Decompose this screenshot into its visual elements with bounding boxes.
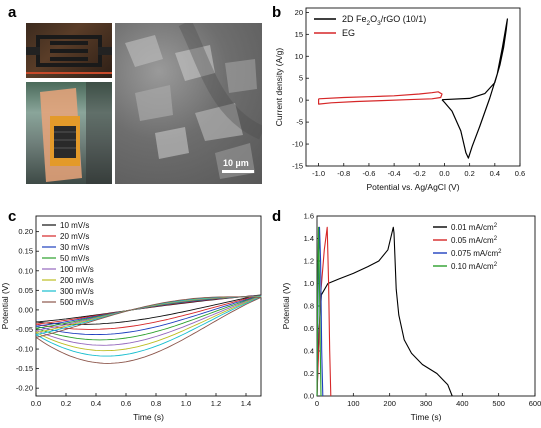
x-tick-label-b: -0.4 [388, 169, 401, 178]
y-tick-label-c: 0.05 [18, 286, 33, 295]
y-axis-title-d: Potential (V) [281, 282, 291, 329]
y-tick-label-d: 0.0 [304, 392, 314, 401]
y-tick-label-d: 0.6 [304, 324, 314, 333]
y-tick-label-c: 0.20 [18, 227, 33, 236]
series-line-b-0 [441, 18, 508, 159]
y-tick-label-d: 1.6 [304, 212, 314, 221]
x-axis-title-d: Time (s) [411, 412, 442, 422]
x-tick-label-c: 0.4 [91, 399, 101, 408]
y-tick-label-b: 0 [299, 96, 303, 105]
legend-label-c-0: 10 mV/s [60, 221, 89, 230]
legend-label-c-6: 300 mV/s [60, 287, 94, 296]
x-tick-label-b: 0.2 [464, 169, 474, 178]
sem-flakes [125, 23, 262, 179]
y-tick-label-d: 1.2 [304, 257, 314, 266]
x-tick-label-d: 100 [347, 399, 360, 408]
y-tick-label-b: -5 [296, 118, 303, 127]
y-tick-label-c: 0.15 [18, 247, 33, 256]
y-tick-label-b: 10 [295, 52, 303, 61]
x-tick-label-d: 0 [315, 399, 319, 408]
x-tick-label-c: 0.8 [151, 399, 161, 408]
x-tick-label-d: 200 [383, 399, 396, 408]
x-tick-label-b: 0.6 [515, 169, 525, 178]
y-tick-label-b: 20 [295, 8, 303, 17]
electrode-pattern-top [26, 35, 112, 74]
sem-image [115, 23, 262, 184]
scale-bar [222, 170, 254, 173]
legend-label-c-5: 200 mV/s [60, 276, 94, 285]
x-tick-label-b: -1.0 [312, 169, 325, 178]
x-tick-label-c: 0.0 [31, 399, 41, 408]
y-tick-label-c: 0.00 [18, 305, 33, 314]
legend-label-d-3: 0.10 mA/cm2 [451, 262, 498, 271]
y-axis-title-b: Current density (A/g) [274, 48, 284, 127]
x-tick-label-b: -0.8 [337, 169, 350, 178]
series-line-c-6 [35, 296, 262, 357]
series-line-c-7 [35, 296, 262, 364]
y-tick-label-b: -10 [292, 140, 303, 149]
y-axis-title-c: Potential (V) [0, 282, 10, 329]
legend-label-c-7: 500 mV/s [60, 298, 94, 307]
x-tick-label-c: 0.6 [121, 399, 131, 408]
x-tick-label-c: 1.0 [181, 399, 191, 408]
x-tick-label-d: 600 [529, 399, 541, 408]
legend-label-c-4: 100 mV/s [60, 265, 94, 274]
y-tick-label-d: 0.2 [304, 369, 314, 378]
y-tick-label-d: 0.4 [304, 347, 314, 356]
x-tick-label-d: 500 [492, 399, 505, 408]
y-tick-label-c: -0.20 [16, 384, 33, 393]
y-tick-label-b: 15 [295, 30, 303, 39]
panel-label-d: d [272, 208, 282, 225]
y-tick-label-c: -0.15 [16, 364, 33, 373]
legend-label-c-2: 30 mV/s [60, 243, 89, 252]
x-tick-label-b: -0.2 [413, 169, 426, 178]
x-tick-label-c: 1.4 [241, 399, 251, 408]
x-tick-label-b: -0.6 [362, 169, 375, 178]
y-tick-label-d: 1.4 [304, 234, 314, 243]
legend-label-d-1: 0.05 mA/cm2 [451, 236, 498, 245]
panel-label-b: b [272, 4, 282, 21]
chart-d: 0 100 200 300 400 500 600 0.0 0.2 0.4 0.6 0.8 1.0 1.2… [281, 212, 541, 423]
legend-label-d-2: 0.075 mA/cm2 [451, 249, 502, 258]
x-tick-label-b: 0.4 [490, 169, 500, 178]
series-line-d-3 [316, 226, 322, 397]
device-photo-bottom [26, 82, 112, 184]
chart-b: -1.0 -0.8 -0.6 -0.4 -0.2 0.0 0.2 0.4 0.6 -15 -10 -5… [274, 7, 525, 192]
y-tick-label-c: 0.10 [18, 266, 33, 275]
y-tick-label-c: -0.05 [16, 325, 33, 334]
plot-frame-c [35, 215, 262, 397]
legend-label-d-0: 0.01 mA/cm2 [451, 223, 498, 232]
legend-label-c-1: 20 mV/s [60, 232, 89, 241]
x-tick-label-c: 1.2 [211, 399, 221, 408]
x-axis-title-b: Potential vs. Ag/AgCl (V) [366, 182, 459, 192]
y-tick-label-d: 0.8 [304, 302, 314, 311]
scale-bar-label: 10 µm [223, 158, 249, 168]
series-line-b-1 [318, 91, 443, 105]
y-tick-label-d: 1.0 [304, 279, 314, 288]
device-photo-top [26, 23, 112, 78]
chart-c: 0.0 0.2 0.4 0.6 0.8 1.0 1.2 1.4 -0.20 -0.15 -0.10 -… [0, 215, 262, 422]
panel-label-a: a [8, 4, 17, 21]
x-tick-label-d: 300 [420, 399, 433, 408]
plot-frame-b [305, 7, 521, 167]
y-tick-label-c: -0.10 [16, 345, 33, 354]
panel-label-c: c [8, 208, 17, 225]
x-axis-title-c: Time (s) [133, 412, 164, 422]
legend-label-b-0: 2D Fe2O3/rGO (10/1) [342, 14, 426, 27]
legend-label-c-3: 50 mV/s [60, 254, 89, 263]
y-tick-label-b: 5 [299, 74, 303, 83]
y-tick-label-b: -15 [292, 162, 303, 171]
plot-frame-d [316, 215, 536, 397]
x-tick-label-b: 0.0 [439, 169, 449, 178]
legend-label-b-1: EG [342, 28, 355, 38]
flexible-device-illustration [40, 82, 112, 184]
x-tick-label-d: 400 [456, 399, 469, 408]
x-tick-label-c: 0.2 [61, 399, 71, 408]
series-line-d-0 [316, 226, 453, 397]
